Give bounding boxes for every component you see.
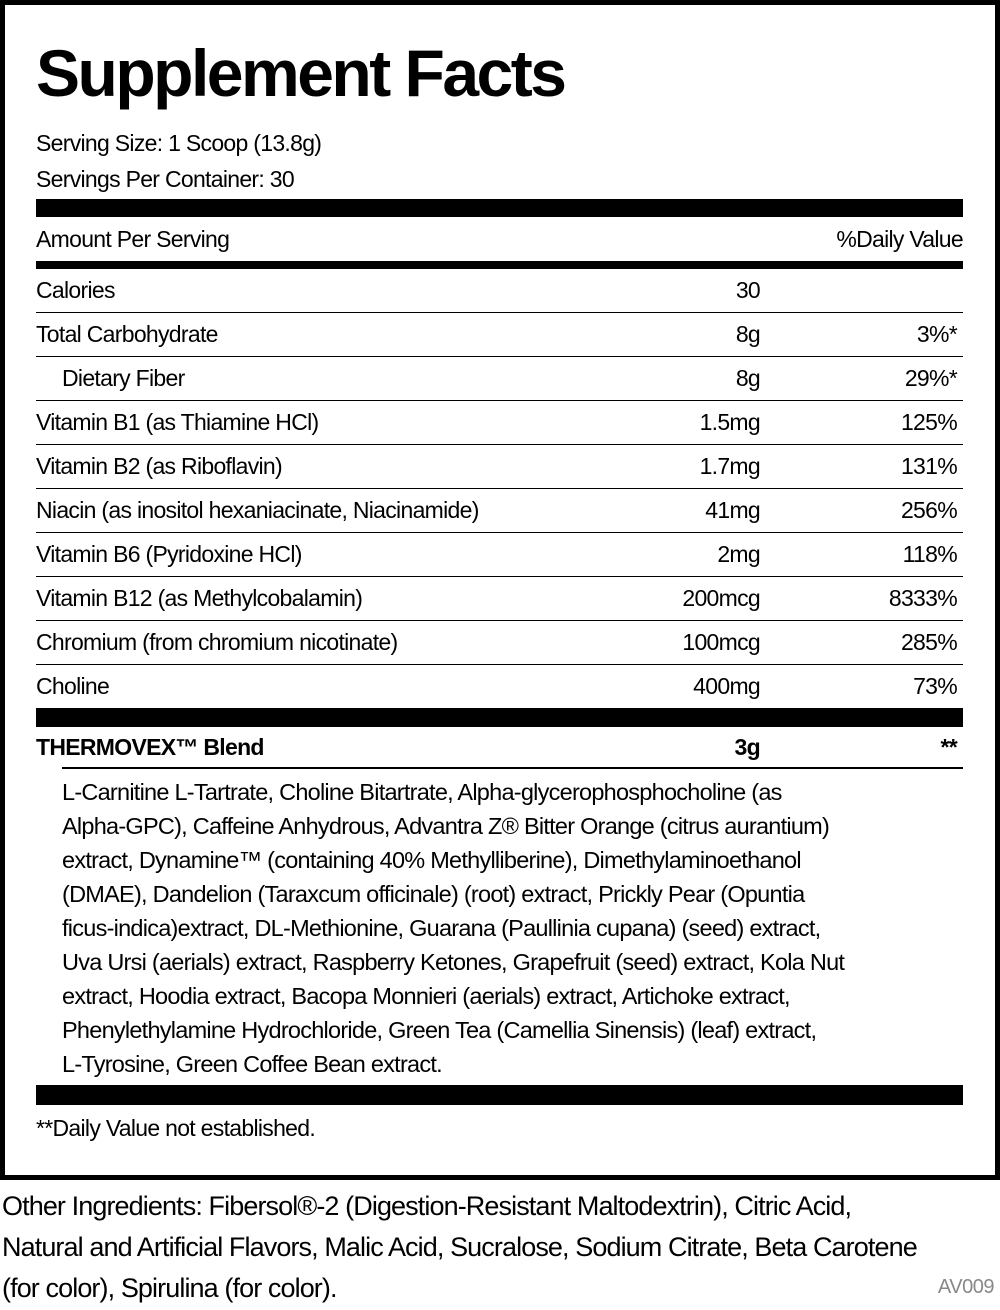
footnote: **Daily Value not established.: [36, 1115, 316, 1141]
thick-divider: [36, 708, 963, 727]
nutrient-row: Dietary Fiber 8g 29%*: [36, 357, 963, 401]
nutrient-amount: 30: [735, 277, 761, 303]
blend-divider: [62, 767, 963, 769]
medium-divider: [36, 261, 963, 269]
nutrient-amount: 41mg: [705, 497, 760, 523]
nutrient-name: Dietary Fiber: [62, 365, 185, 391]
nutrient-dv: 256%: [900, 497, 958, 523]
nutrient-dv: 8333%: [888, 585, 958, 611]
ingredient-line: Uva Ursi (aerials) extract, Raspberry Ke…: [62, 949, 845, 975]
nutrient-amount: 1.5mg: [699, 409, 761, 435]
nutrient-amount: 1.7mg: [699, 453, 761, 479]
ingredient-line: L-Carnitine L-Tartrate, Choline Bitartra…: [62, 779, 782, 805]
other-ingredients-line: Other Ingredients: Fibersol®-2 (Digestio…: [2, 1191, 852, 1221]
nutrient-row: Chromium (from chromium nicotinate) 100mc…: [36, 621, 963, 665]
servings-per-container: Servings Per Container: 30: [36, 166, 295, 192]
nutrient-amount: 200mcg: [682, 585, 760, 611]
blend-name: THERMOVEX™ Blend: [36, 733, 264, 760]
thick-divider: [36, 1085, 963, 1105]
nutrient-name: Choline: [36, 673, 110, 699]
nutrient-list: Calories 30 Total Carbohydrate 8g 3%* Dietary…: [36, 269, 963, 708]
nutrient-amount: 8g: [735, 321, 761, 347]
nutrient-name: Vitamin B12 (as Methylcobalamin): [36, 585, 363, 611]
blend-row: THERMOVEX™ Blend 3g **: [36, 727, 963, 767]
nutrient-amount: 2mg: [717, 541, 760, 567]
nutrient-amount: 8g: [735, 365, 761, 391]
nutrient-row: Total Carbohydrate 8g 3%*: [36, 313, 963, 357]
ingredient-line: ficus-indica)extract, DL-Methionine, Gua…: [62, 915, 821, 941]
ingredient-line: L-Tyrosine, Green Coffee Bean extract.: [62, 1051, 443, 1077]
ingredient-line: Alpha-GPC), Caffeine Anhydrous, Advantra…: [62, 813, 830, 839]
other-ingredients-line: Natural and Artificial Flavors, Malic Ac…: [2, 1232, 918, 1262]
other-ingredients: Other Ingredients: Fibersol®-2 (Digestio…: [2, 1186, 1000, 1309]
amount-per-serving-label: Amount Per Serving: [36, 225, 230, 252]
nutrient-name: Chromium (from chromium nicotinate): [36, 629, 398, 655]
nutrient-name: Vitamin B1 (as Thiamine HCl): [36, 409, 319, 435]
nutrient-dv: 285%: [900, 629, 958, 655]
nutrient-dv: 125%: [900, 409, 958, 435]
nutrient-row: Vitamin B1 (as Thiamine HCl) 1.5mg 125%: [36, 401, 963, 445]
supplement-facts-panel: Supplement Facts Serving Size: 1 Scoop (…: [0, 0, 1000, 1180]
nutrient-row: Niacin (as inositol hexaniacinate, Niaci…: [36, 489, 963, 533]
nutrient-name: Total Carbohydrate: [36, 321, 218, 347]
nutrient-amount: 100mcg: [682, 629, 760, 655]
nutrient-row: Choline 400mg 73%: [36, 665, 963, 708]
nutrient-name: Niacin (as inositol hexaniacinate, Niaci…: [36, 497, 479, 523]
blend-amount: 3g: [734, 733, 761, 760]
nutrient-dv: 73%: [913, 673, 958, 699]
product-code: AV009: [937, 1276, 995, 1298]
nutrient-amount: 400mg: [693, 673, 761, 699]
nutrient-name: Vitamin B6 (Pyridoxine HCl): [36, 541, 302, 567]
nutrient-dv: 3%*: [916, 321, 958, 347]
nutrient-name: Calories: [36, 277, 115, 303]
ingredient-line: Phenylethylamine Hydrochloride, Green Te…: [62, 1017, 817, 1043]
nutrient-dv: 29%*: [904, 365, 958, 391]
nutrient-dv: 118%: [902, 541, 958, 567]
ingredient-line: extract, Dynamine™ (containing 40% Methy…: [62, 847, 802, 873]
serving-size: Serving Size: 1 Scoop (13.8g): [36, 130, 322, 156]
daily-value-label: %Daily Value: [836, 225, 963, 252]
nutrient-row: Vitamin B2 (as Riboflavin) 1.7mg 131%: [36, 445, 963, 489]
nutrient-row: Vitamin B6 (Pyridoxine HCl) 2mg 118%: [36, 533, 963, 577]
nutrient-dv: 131%: [900, 453, 958, 479]
ingredient-line: extract, Hoodia extract, Bacopa Monnieri…: [62, 983, 791, 1009]
column-header: Amount Per Serving %Daily Value: [36, 217, 964, 261]
blend-ingredients: L-Carnitine L-Tartrate, Choline Bitartra…: [36, 769, 963, 1085]
nutrient-name: Vitamin B2 (as Riboflavin): [36, 453, 283, 479]
other-ingredients-line: (for color), Spirulina (for color).: [2, 1273, 338, 1303]
blend-dv: **: [940, 733, 957, 760]
thick-divider: [36, 199, 963, 217]
nutrient-row: Calories 30: [36, 269, 963, 313]
ingredient-line: (DMAE), Dandelion (Taraxcum officinale) …: [62, 881, 805, 907]
nutrient-row: Vitamin B12 (as Methylcobalamin) 200mcg 83…: [36, 577, 963, 621]
panel-title: Supplement Facts: [36, 36, 567, 110]
